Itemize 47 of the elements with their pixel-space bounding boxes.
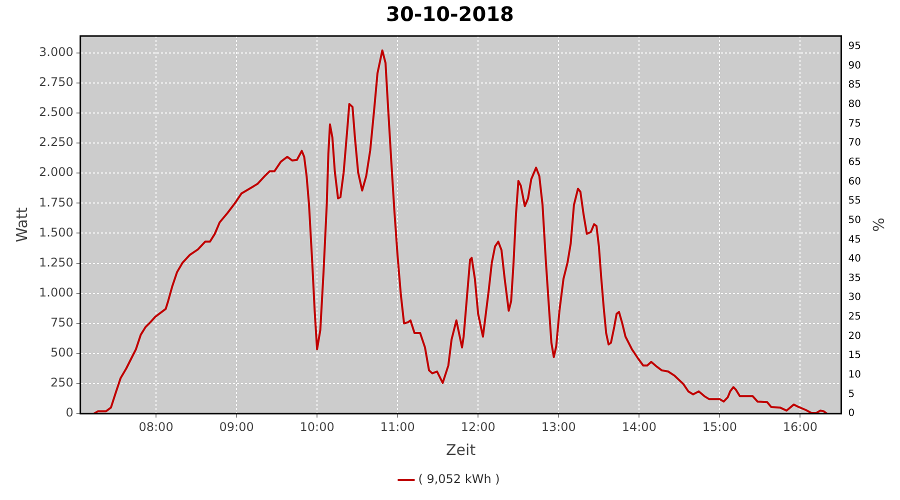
chart-title: 30-10-2018 (386, 2, 514, 26)
y2-axis-title: % (869, 218, 888, 232)
y-tick-label: 2.000 (38, 165, 74, 180)
y2-tick-label: 75 (848, 118, 862, 130)
y2-tick-label: 10 (848, 370, 862, 381)
y2-tick-label: 50 (848, 214, 862, 226)
x-tick-label: 15:00 (702, 420, 737, 434)
y-tick-label: 2.250 (38, 135, 74, 150)
y-axis-title: Watt (12, 207, 31, 242)
y-tick-label: 2.500 (38, 105, 74, 120)
y-tick-label: 250 (50, 376, 74, 390)
y-tick-label: 500 (50, 346, 74, 360)
x-tick-label: 16:00 (782, 420, 818, 434)
x-axis-title: Zeit (446, 440, 476, 459)
x-tick-label: 12:00 (460, 420, 496, 434)
y2-tick-label: 60 (848, 176, 862, 188)
y2-tick-label: 40 (848, 254, 862, 265)
y-tick-label: 750 (50, 316, 74, 330)
y2-tick-label: 15 (848, 350, 862, 362)
x-tick-label: 09:00 (219, 420, 254, 434)
y2-tick-label: 0 (848, 408, 855, 420)
x-tick-label: 13:00 (541, 420, 576, 434)
y-tick-label: 1.000 (38, 285, 74, 300)
legend-label: ( 9,052 kWh ) (418, 472, 500, 486)
y2-tick-label: 45 (848, 234, 862, 246)
y-tick-label: 1.250 (38, 255, 74, 270)
y-tick-label: 3.000 (38, 44, 74, 59)
y2-tick-label: 95 (848, 41, 862, 52)
x-tick-label: 11:00 (380, 420, 415, 434)
x-tick-label: 14:00 (622, 420, 656, 434)
y-tick-label: 0 (66, 406, 74, 420)
y2-tick-label: 5 (848, 388, 855, 400)
y2-tick-label: 85 (848, 80, 862, 91)
y2-tick-label: 65 (848, 156, 862, 168)
y2-tick-label: 90 (848, 60, 862, 72)
y2-tick-label: 55 (848, 196, 862, 207)
y-tick-label: 2.750 (38, 75, 74, 90)
y2-tick-label: 25 (848, 312, 862, 323)
y2-tick-label: 70 (848, 138, 862, 149)
x-tick-label: 10:00 (300, 420, 334, 434)
y2-tick-label: 30 (848, 292, 862, 304)
x-tick-label: 08:00 (138, 420, 174, 434)
y2-tick-label: 80 (848, 99, 862, 110)
y-tick-label: 1.750 (38, 195, 74, 210)
y-tick-label: 1.500 (38, 225, 74, 240)
y2-tick-label: 20 (848, 330, 862, 342)
y2-tick-label: 35 (848, 272, 862, 284)
